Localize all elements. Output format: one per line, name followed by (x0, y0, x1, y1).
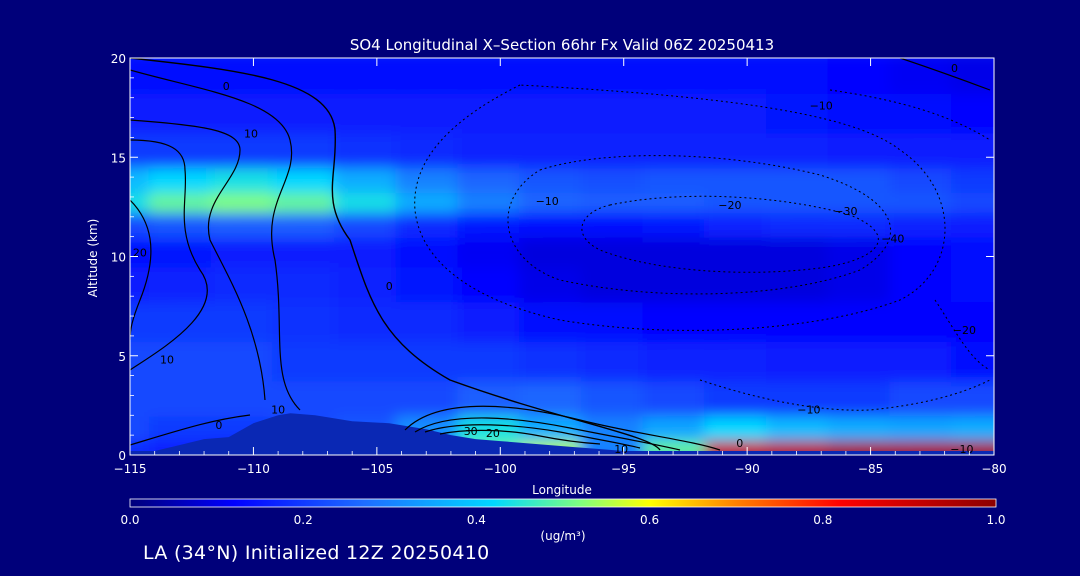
contour-line (439, 429, 601, 445)
chart-title: SO4 Longitudinal X–Section 66hr Fx Valid… (350, 36, 774, 54)
y-tick-label: 20 (111, 52, 126, 66)
contour-label: 0 (215, 419, 222, 432)
colorbar-tick-label: 0.6 (640, 513, 659, 527)
contour-line (581, 195, 879, 273)
contour-label: −30 (834, 205, 857, 218)
contour-lines (130, 58, 991, 451)
x-tick-label: −80 (981, 462, 1006, 476)
contour-line (414, 417, 681, 451)
contour-line (130, 119, 266, 401)
contour-label: −10 (810, 100, 833, 113)
contour-line (829, 89, 991, 141)
contour-line (130, 139, 208, 371)
colorbar-tick-label: 0.2 (294, 513, 313, 527)
x-tick-label: −105 (360, 462, 393, 476)
heatmap-cell (951, 58, 994, 94)
colorbar-tick-label: 1.0 (986, 513, 1005, 527)
y-tick-label: 10 (111, 251, 126, 265)
x-axis-label: Longitude (532, 483, 592, 497)
colorbar-tick-label: 0.0 (120, 513, 139, 527)
contour-line (404, 405, 721, 451)
y-tick-label: 0 (118, 449, 126, 463)
contour-label: 20 (133, 247, 147, 260)
y-axis-label: Altitude (km) (86, 219, 100, 298)
colorbar-tick-label: 0.4 (467, 513, 486, 527)
contour-label: 0 (951, 62, 958, 75)
contour-label: 10 (614, 443, 628, 456)
colorbar-tick-label: 0.8 (813, 513, 832, 527)
y-tick-label: 15 (111, 151, 126, 165)
contour-label: −10 (950, 443, 973, 456)
contour-line (130, 414, 251, 446)
terrain-profile (130, 413, 994, 455)
contour-labels: 0 10 20 0 10 10 0 30 20 10 0 −10 −20 −30 −40 −10 0 −20 −10… (133, 62, 976, 456)
contour-line (934, 299, 991, 371)
contour-label: 10 (271, 403, 285, 416)
x-tick-label: −95 (611, 462, 636, 476)
x-tick-label: −85 (858, 462, 883, 476)
x-tick-label: −90 (734, 462, 759, 476)
plot-area: 0 10 20 0 10 10 0 30 20 10 0 −10 −20 −30 −40 −10 0 −20 −10… (130, 58, 994, 456)
contour-label: 10 (160, 354, 174, 367)
contour-label: 30 (464, 425, 478, 438)
contour-label: −20 (953, 324, 976, 337)
contour-label: 0 (736, 437, 743, 450)
contour-line (130, 199, 152, 341)
heatmap-cells (130, 58, 994, 455)
contour-line (424, 424, 641, 449)
y-tick-label: 5 (118, 350, 126, 364)
contour-line (130, 69, 301, 411)
contour-label: 0 (223, 80, 230, 93)
contour-label: 20 (486, 427, 500, 440)
contour-line (507, 155, 891, 295)
contour-line (699, 379, 991, 411)
contour-label: −10 (797, 403, 820, 416)
colorbar: 0.0 0.2 0.4 0.6 0.8 1.0 (ug/m³) (120, 498, 1006, 543)
x-tick-label: −100 (484, 462, 517, 476)
x-tick-label: −115 (114, 462, 147, 476)
colorbar-gradient (129, 498, 997, 508)
contour-label: 0 (386, 280, 393, 293)
contour-label: 10 (244, 127, 258, 140)
contour-line (899, 58, 991, 91)
initialization-caption: LA (34°N) Initialized 12Z 20250410 (143, 542, 490, 564)
contour-label: −40 (881, 233, 904, 246)
colorbar-ticks: 0.0 0.2 0.4 0.6 0.8 1.0 (120, 513, 1005, 527)
colorbar-unit-label: (ug/m³) (540, 529, 585, 543)
x-axis: −115 −110 −105 −100 −95 −90 −85 −80 (114, 58, 1007, 476)
contour-label: −20 (718, 199, 741, 212)
x-tick-label: −110 (237, 462, 270, 476)
y-axis: 0 5 10 15 20 (111, 52, 994, 463)
contour-label: −10 (536, 195, 559, 208)
